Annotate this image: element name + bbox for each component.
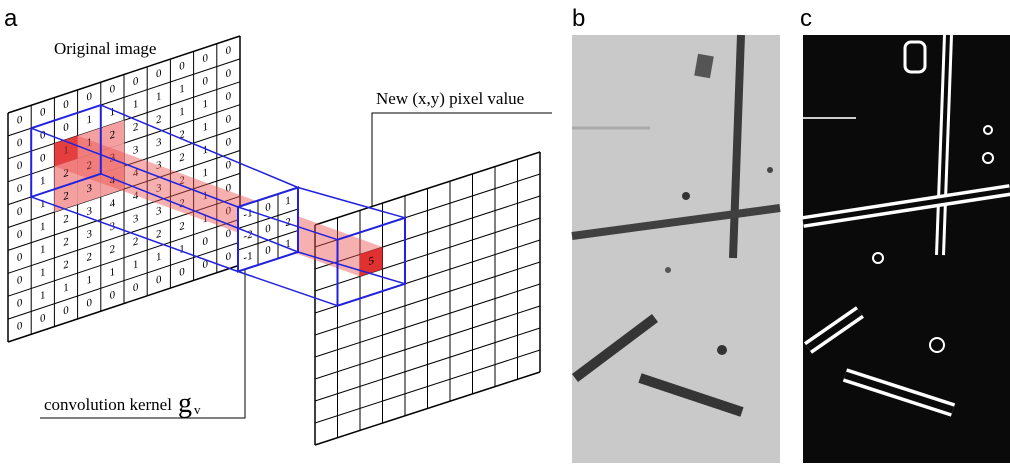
- cell-value: 2: [156, 113, 161, 126]
- cell-value: 0: [63, 98, 69, 112]
- panel-label: c: [800, 5, 812, 32]
- cell-value: 0: [226, 113, 232, 127]
- cell-value: 0: [110, 83, 116, 97]
- cell-value: 0: [17, 136, 23, 150]
- cell-value: 1: [40, 174, 45, 187]
- cell-value: 2: [110, 128, 115, 141]
- cell-value: 2: [110, 243, 115, 256]
- cell-value: 1: [179, 105, 184, 118]
- panel-label: b: [572, 5, 585, 32]
- cell-value: 0: [265, 244, 271, 258]
- cell-value: 2: [133, 235, 138, 248]
- cell-value: 1: [40, 243, 45, 256]
- cell-value: 3: [156, 136, 162, 150]
- micrograph-b: [572, 35, 780, 463]
- cell-value: 0: [63, 304, 69, 318]
- figure: a b c New (x,y) pixel value Origi: [0, 0, 1010, 464]
- cell-value: 1: [86, 113, 91, 126]
- cell-value: 0: [40, 151, 46, 165]
- cell-value: 5: [369, 255, 375, 269]
- cell-value: 0: [17, 205, 23, 219]
- cell-value: 1: [40, 220, 45, 233]
- cell-value: 1: [179, 243, 184, 256]
- cell-value: 1: [40, 197, 45, 210]
- cell-value: 0: [40, 106, 46, 120]
- cell-value: 0: [63, 121, 69, 135]
- cell-value: 0: [226, 67, 232, 81]
- cell-value: 0: [202, 75, 208, 89]
- kernel-label: convolution kernel: [44, 395, 172, 414]
- cell-value: 0: [156, 273, 162, 287]
- cell-value: 0: [226, 159, 232, 173]
- cell-value: 1: [156, 250, 161, 263]
- cell-value: 1: [86, 274, 91, 287]
- cell-value: 1: [202, 166, 207, 179]
- cell-value: 2: [133, 121, 138, 134]
- cell-value: 2: [63, 258, 68, 271]
- cell-value: 3: [86, 182, 92, 196]
- micrograph-c: [803, 35, 1010, 463]
- cell-value: 0: [86, 90, 92, 104]
- cell-value: 2: [63, 190, 68, 203]
- cell-value: 0: [202, 52, 208, 66]
- cell-value: 0: [265, 201, 271, 215]
- cell-value: 0: [202, 235, 208, 249]
- cell-value: 0: [17, 159, 23, 173]
- cell-value: 0: [40, 129, 46, 143]
- cell-value: 3: [86, 228, 92, 242]
- cell-value: 0: [226, 250, 232, 264]
- cell-value: 0: [17, 182, 23, 196]
- cell-value: 3: [156, 205, 162, 219]
- cell-value: 1: [133, 258, 138, 271]
- cell-value: 3: [133, 212, 139, 226]
- cell-value: 2: [63, 235, 68, 248]
- panel-label: a: [4, 5, 18, 32]
- cell-value: 1: [110, 106, 115, 119]
- cell-value: 1: [285, 194, 290, 207]
- cell-value: 4: [110, 197, 116, 211]
- cell-value: 0: [17, 113, 23, 127]
- cell-value: 1: [179, 82, 184, 95]
- cell-value: 0: [226, 136, 232, 150]
- cell-value: 0: [179, 59, 185, 73]
- cell-value: 0: [156, 67, 162, 81]
- cell-value: 1: [202, 98, 207, 111]
- cell-value: 0: [133, 75, 139, 89]
- cell-value: 1: [40, 289, 45, 302]
- kernel-subscript: v: [194, 402, 201, 417]
- cell-value: 0: [40, 312, 46, 326]
- cell-value: 1: [202, 121, 207, 134]
- cell-value: 1: [133, 98, 138, 111]
- cell-value: 1: [110, 266, 115, 279]
- cell-value: 2: [63, 213, 68, 226]
- cell-value: 0: [86, 296, 92, 310]
- cell-value: 0: [17, 274, 23, 288]
- cell-value: 0: [226, 44, 232, 58]
- cell-value: 0: [133, 281, 139, 295]
- cell-value: 3: [133, 144, 139, 158]
- cell-value: 0: [179, 266, 185, 280]
- cell-value: 0: [17, 297, 23, 311]
- cell-value: 0: [17, 319, 23, 333]
- cell-value: 2: [86, 251, 91, 264]
- cell-value: 0: [17, 228, 23, 242]
- cell-value: 1: [40, 266, 45, 279]
- cell-value: 1: [63, 281, 68, 294]
- kernel-symbol: g: [178, 388, 192, 419]
- output-label: New (x,y) pixel value: [376, 89, 524, 108]
- original-label: Original image: [54, 39, 156, 58]
- cell-value: 0: [226, 90, 232, 104]
- cell-value: 0: [265, 222, 271, 236]
- cell-value: 3: [86, 205, 92, 219]
- cell-value: 0: [17, 251, 23, 265]
- cell-value: 2: [156, 228, 161, 241]
- cell-value: 2: [179, 220, 184, 233]
- cell-value: 2: [179, 151, 184, 164]
- cell-value: 0: [110, 289, 116, 303]
- cell-value: 1: [156, 90, 161, 103]
